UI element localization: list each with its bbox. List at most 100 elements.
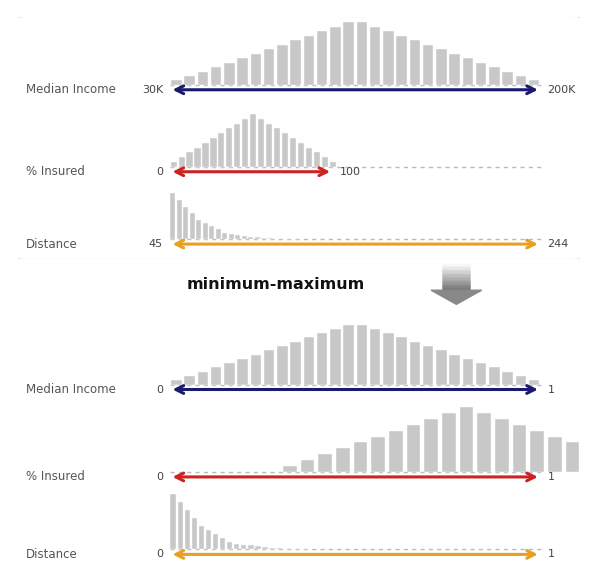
Text: 1: 1 [547, 385, 554, 394]
Text: 45: 45 [149, 239, 163, 249]
Bar [236, 235, 240, 239]
Bar [322, 157, 328, 167]
Text: 0: 0 [156, 385, 163, 394]
Bar [353, 442, 367, 472]
Bar [495, 419, 509, 472]
Bar [450, 53, 460, 85]
Bar [227, 541, 233, 550]
Bar [489, 67, 499, 85]
Bar [242, 236, 247, 239]
Bar [290, 138, 296, 167]
Bar [202, 143, 209, 167]
Bar [304, 35, 314, 85]
Bar [371, 436, 385, 472]
Bar [216, 229, 221, 239]
Bar [370, 329, 380, 385]
Bar [220, 537, 225, 550]
Text: Median Income: Median Income [26, 383, 116, 396]
Bar [171, 80, 182, 85]
Bar [529, 80, 539, 85]
Bar [301, 460, 315, 472]
Bar [529, 380, 539, 385]
Bar [502, 372, 512, 385]
Bar [460, 407, 474, 472]
Bar [171, 380, 182, 385]
Bar [187, 152, 193, 167]
Bar [191, 518, 197, 550]
Text: 0: 0 [156, 167, 163, 177]
Bar [314, 152, 320, 167]
Bar [318, 454, 332, 472]
Text: minimum-maximum: minimum-maximum [187, 278, 365, 292]
Bar [185, 510, 190, 550]
Bar [583, 449, 597, 472]
Bar [330, 27, 340, 85]
Bar [343, 325, 354, 385]
Bar [463, 359, 473, 385]
Bar [476, 363, 486, 385]
Bar [291, 342, 301, 385]
Bar [237, 359, 248, 385]
Bar [276, 548, 282, 550]
Bar [251, 354, 261, 385]
Bar [264, 49, 274, 85]
Bar [336, 449, 350, 472]
Text: 1: 1 [547, 472, 554, 482]
Bar [282, 133, 288, 167]
Bar [502, 71, 512, 85]
Bar [370, 27, 380, 85]
Bar [477, 413, 491, 472]
Bar [170, 193, 175, 239]
Bar [224, 63, 234, 85]
Bar [248, 236, 254, 239]
Bar [224, 363, 234, 385]
Polygon shape [431, 290, 481, 304]
Text: 30K: 30K [142, 85, 163, 95]
Text: 0: 0 [156, 550, 163, 560]
Bar [356, 22, 367, 85]
Bar [268, 238, 273, 239]
Text: Distance: Distance [26, 548, 78, 561]
Bar [184, 376, 195, 385]
Bar [389, 431, 402, 472]
Bar [566, 442, 579, 472]
Bar [179, 157, 185, 167]
Bar [251, 53, 261, 85]
Bar [203, 223, 208, 239]
Bar [170, 494, 176, 550]
Bar [226, 128, 233, 167]
Bar [298, 143, 304, 167]
Bar [442, 413, 456, 472]
Bar [211, 367, 221, 385]
Text: 1: 1 [547, 550, 554, 560]
Text: 0: 0 [156, 472, 163, 482]
Bar [463, 58, 473, 85]
Text: % Insured: % Insured [26, 471, 86, 483]
Bar [291, 40, 301, 85]
Bar [423, 346, 434, 385]
Bar [234, 543, 239, 550]
Bar [210, 138, 216, 167]
Bar [283, 466, 297, 472]
Text: 200K: 200K [547, 85, 576, 95]
Text: 100: 100 [340, 167, 361, 177]
Bar [423, 45, 434, 85]
Bar [255, 546, 261, 550]
Bar [396, 338, 407, 385]
Bar [194, 148, 201, 167]
Bar [383, 333, 393, 385]
Bar [450, 354, 460, 385]
Bar [177, 200, 182, 239]
Bar [218, 133, 224, 167]
Bar [396, 35, 407, 85]
Bar [436, 350, 447, 385]
Bar [196, 220, 202, 239]
Text: % Insured: % Insured [26, 165, 86, 178]
Bar [178, 503, 183, 550]
Bar [209, 226, 215, 239]
Bar [234, 124, 240, 167]
Bar [283, 548, 289, 550]
Text: Distance: Distance [26, 238, 78, 250]
Bar [198, 71, 208, 85]
Bar [407, 425, 420, 472]
